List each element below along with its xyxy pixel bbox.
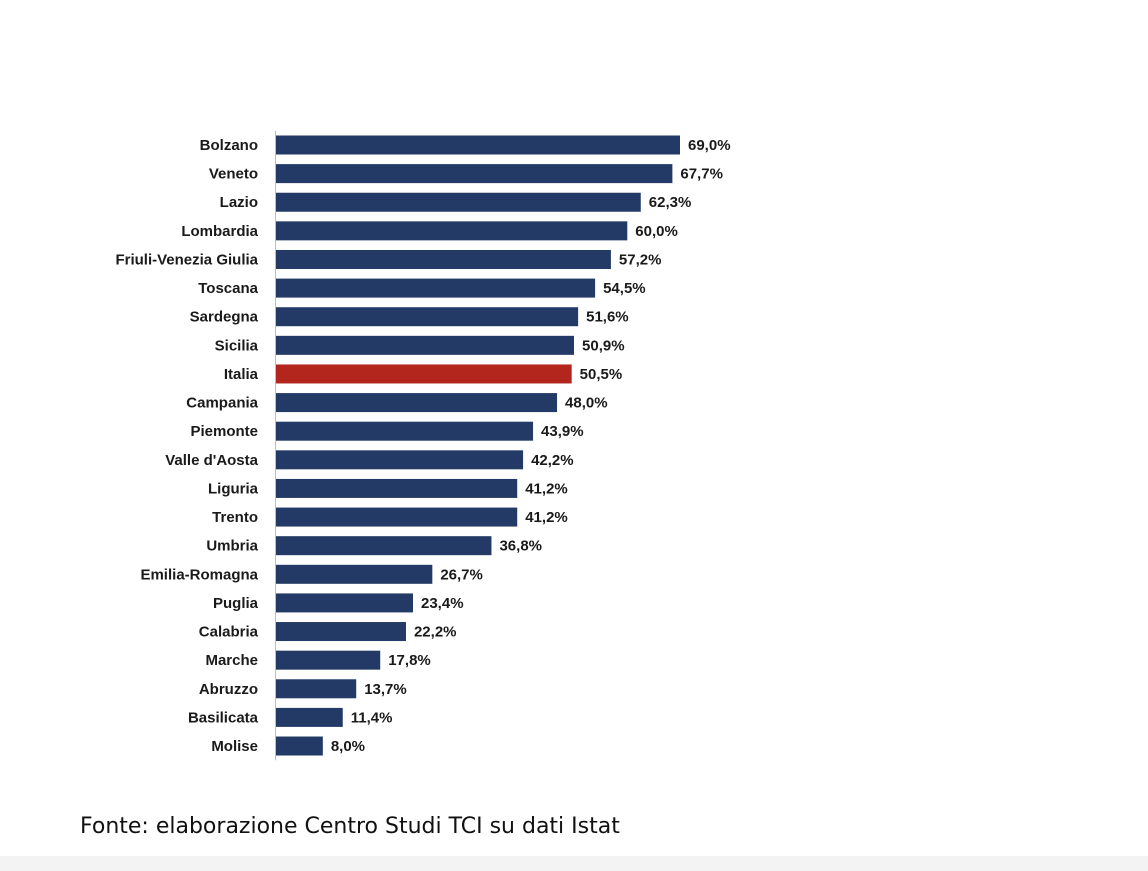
value-label-friuli-venezia-giulia: 57,2% <box>619 251 662 268</box>
category-label-marche: Marche <box>205 652 258 669</box>
bar-abruzzo <box>276 679 357 699</box>
value-label-sicilia: 50,9% <box>582 337 625 354</box>
category-label-molise: Molise <box>211 738 258 755</box>
bars-layer <box>276 135 680 756</box>
category-label-italia: Italia <box>224 366 259 383</box>
value-label-basilicata: 11,4% <box>351 709 393 726</box>
bar-calabria <box>276 622 406 642</box>
bar-valle-d-aosta <box>276 450 524 470</box>
value-label-veneto: 67,7% <box>680 166 723 183</box>
value-label-marche: 17,8% <box>388 652 431 669</box>
category-label-veneto: Veneto <box>209 166 258 183</box>
category-label-liguria: Liguria <box>208 480 259 497</box>
category-labels: Bolzano Veneto Lazio Lombardia Friuli-Venezi… <box>115 137 258 755</box>
value-labels: 69,0% 67,7% 62,3% 60,0% 57,2% 54,5% 51,6% 50,9%… <box>331 137 731 755</box>
category-label-puglia: Puglia <box>213 595 259 612</box>
value-label-liguria: 41,2% <box>525 480 568 497</box>
value-label-emilia-romagna: 26,7% <box>440 566 483 583</box>
value-label-abruzzo: 13,7% <box>364 681 407 698</box>
category-label-campania: Campania <box>186 395 258 412</box>
bar-sicilia <box>276 335 575 355</box>
value-label-calabria: 22,2% <box>414 624 457 641</box>
value-label-toscana: 54,5% <box>603 280 646 297</box>
bar-sardegna <box>276 307 579 327</box>
category-label-lazio: Lazio <box>220 194 258 211</box>
category-label-basilicata: Basilicata <box>188 709 259 726</box>
category-label-sardegna: Sardegna <box>190 309 259 326</box>
bar-liguria <box>276 478 518 498</box>
category-label-piemonte: Piemonte <box>190 423 258 440</box>
category-label-lombardia: Lombardia <box>181 223 258 240</box>
bar-veneto <box>276 164 673 184</box>
bar-lombardia <box>276 221 628 241</box>
category-label-trento: Trento <box>212 509 258 526</box>
value-label-molise: 8,0% <box>331 738 365 755</box>
category-label-calabria: Calabria <box>199 624 259 641</box>
bar-toscana <box>276 278 596 298</box>
value-label-bolzano: 69,0% <box>688 137 731 154</box>
source-note: Fonte: elaborazione Centro Studi TCI su … <box>80 814 620 839</box>
category-label-valle-d-aosta: Valle d'Aosta <box>165 452 258 469</box>
bar-piemonte <box>276 421 534 441</box>
value-label-trento: 41,2% <box>525 509 568 526</box>
value-label-piemonte: 43,9% <box>541 423 584 440</box>
category-label-emilia-romagna: Emilia-Romagna <box>140 566 258 583</box>
category-label-friuli-venezia-giulia: Friuli-Venezia Giulia <box>115 251 258 268</box>
category-label-toscana: Toscana <box>198 280 258 297</box>
value-label-puglia: 23,4% <box>421 595 464 612</box>
bottom-band <box>0 856 1148 871</box>
bar-friuli-venezia-giulia <box>276 249 611 269</box>
bar-bolzano <box>276 135 680 155</box>
bar-trento <box>276 507 518 527</box>
value-label-umbria: 36,8% <box>499 538 542 555</box>
bar-basilicata <box>276 707 343 727</box>
value-label-italia: 50,5% <box>580 366 623 383</box>
value-label-campania: 48,0% <box>565 395 608 412</box>
bar-lazio <box>276 192 641 212</box>
bar-marche <box>276 650 381 670</box>
category-label-bolzano: Bolzano <box>200 137 258 154</box>
bar-italia <box>276 364 572 384</box>
bar-umbria <box>276 536 492 556</box>
category-label-sicilia: Sicilia <box>215 337 259 354</box>
bar-puglia <box>276 593 414 613</box>
bar-emilia-romagna <box>276 564 433 584</box>
category-label-abruzzo: Abruzzo <box>199 681 258 698</box>
value-label-valle-d-aosta: 42,2% <box>531 452 574 469</box>
value-label-lombardia: 60,0% <box>635 223 678 240</box>
bar-campania <box>276 393 558 413</box>
value-label-lazio: 62,3% <box>649 194 692 211</box>
category-label-umbria: Umbria <box>206 538 258 555</box>
bar-molise <box>276 736 323 756</box>
value-label-sardegna: 51,6% <box>586 309 629 326</box>
